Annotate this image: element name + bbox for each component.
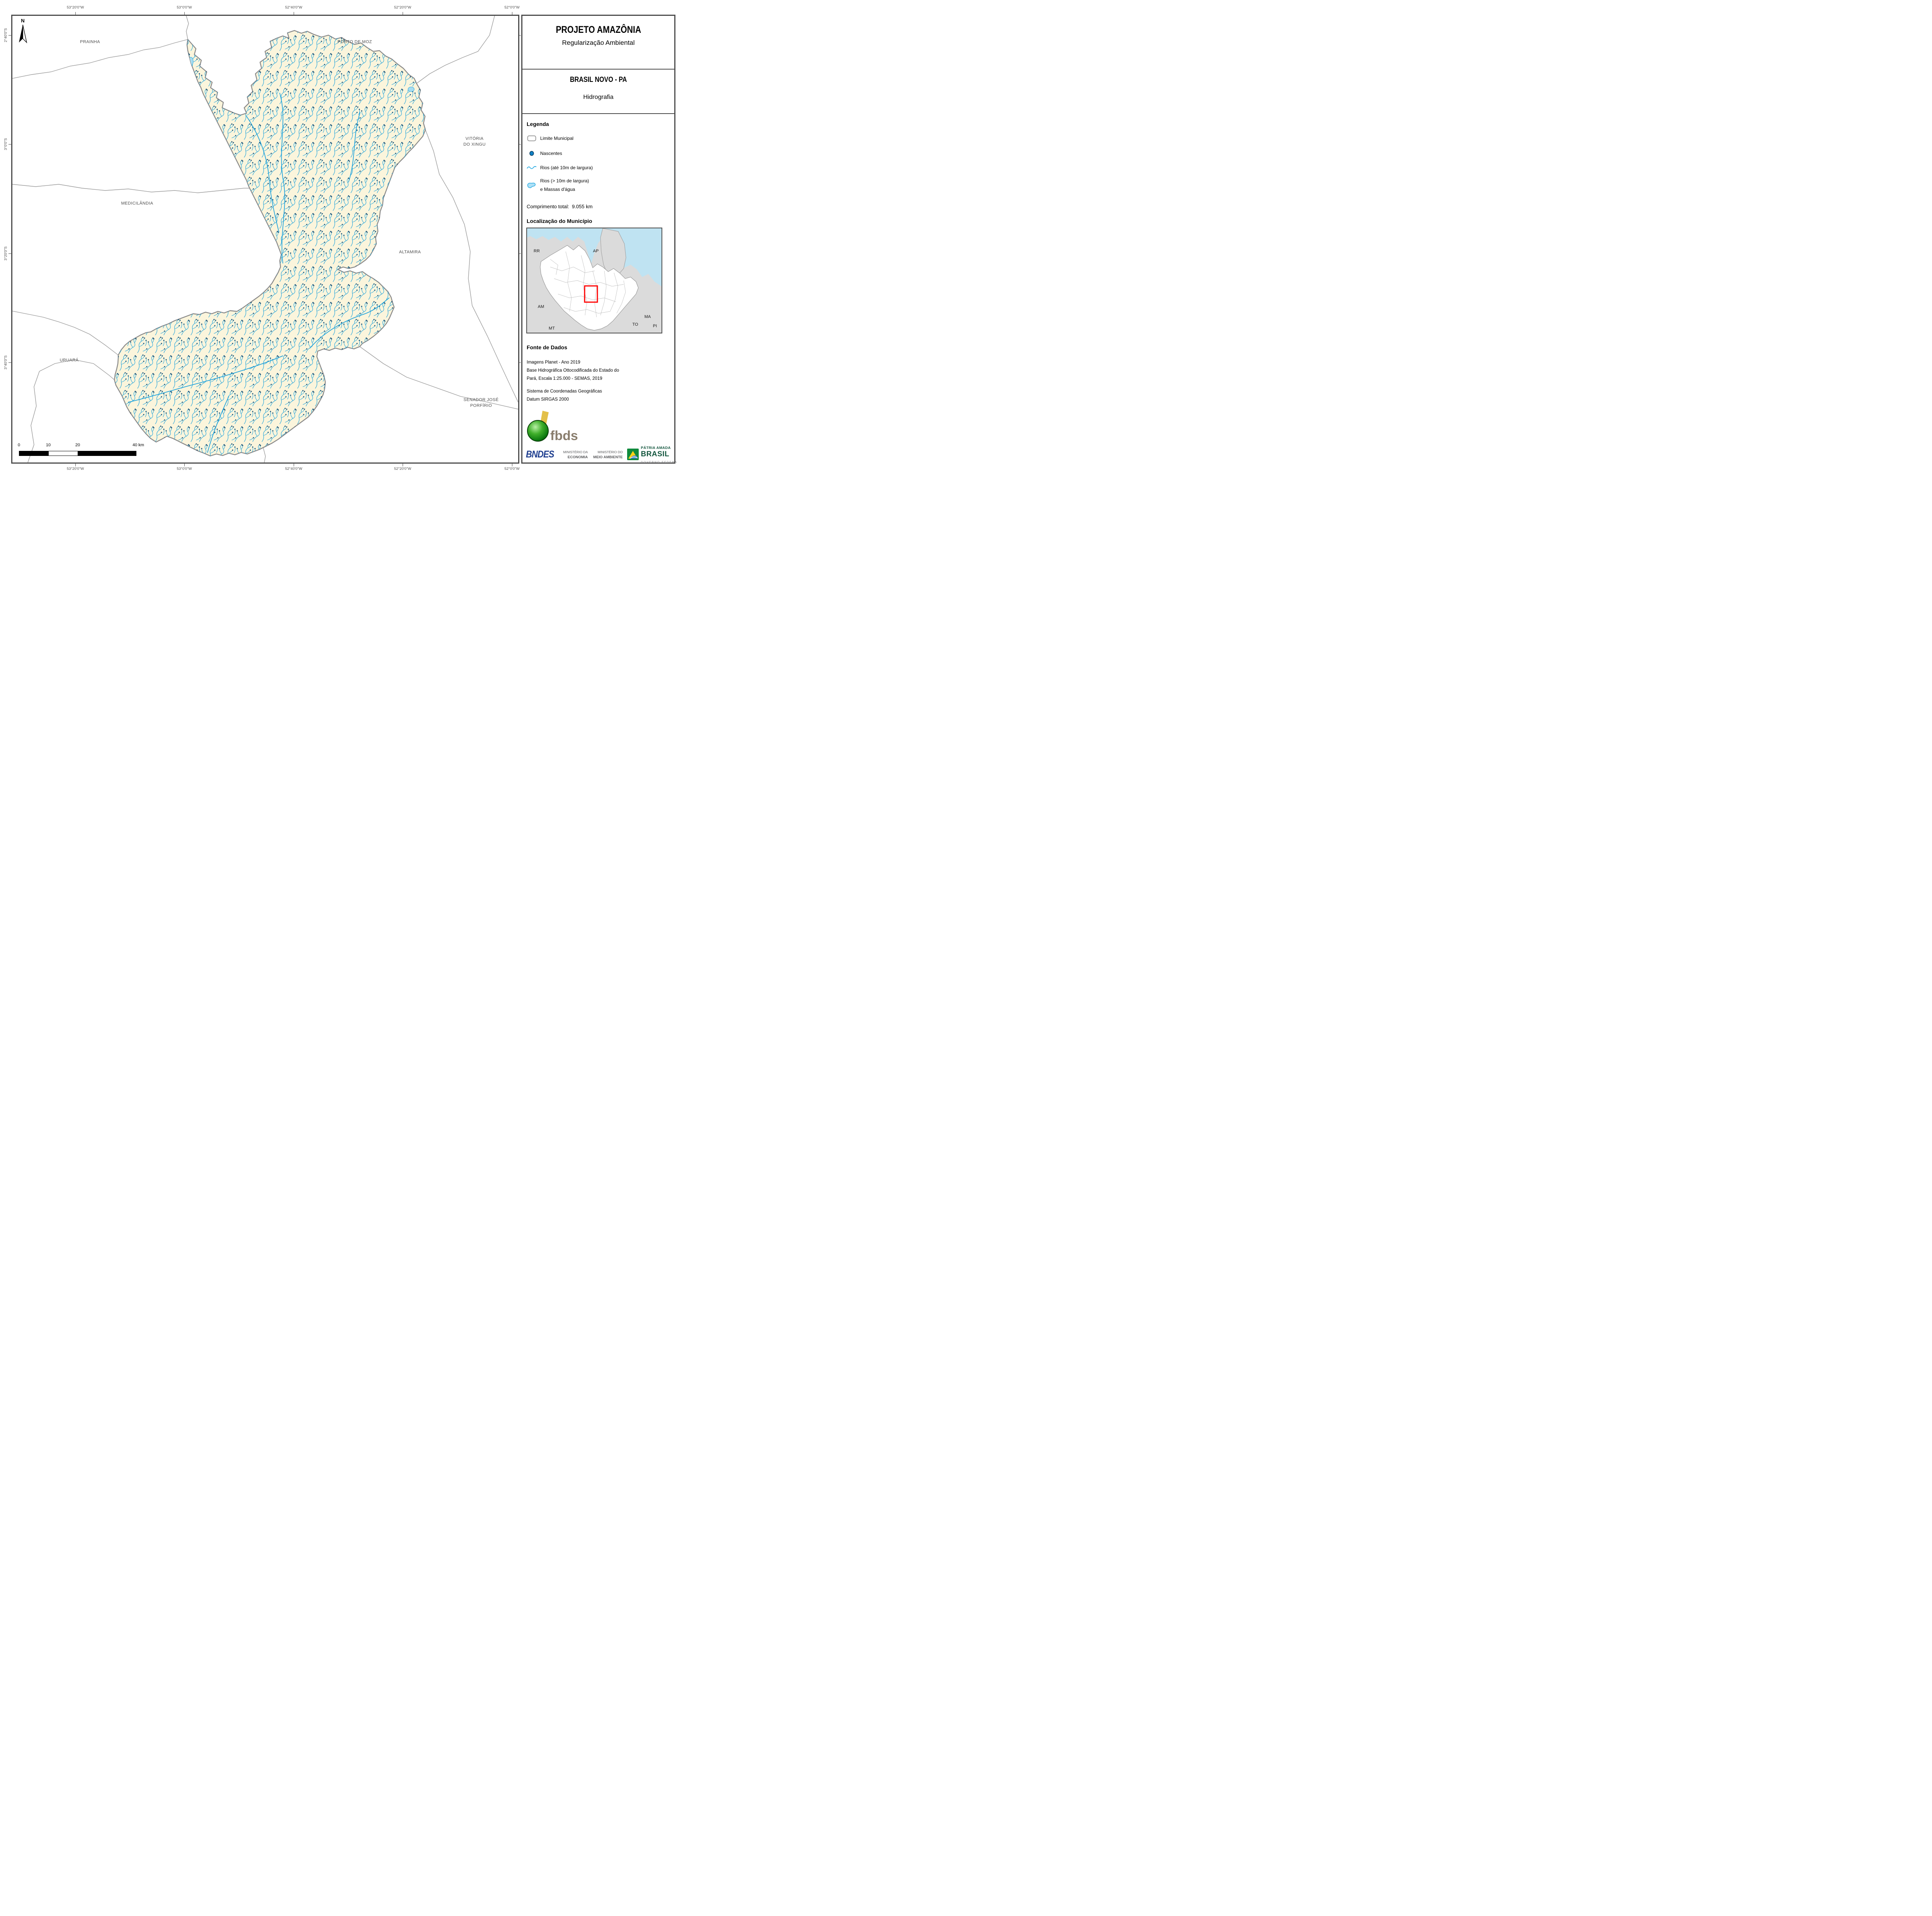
inset-para-state xyxy=(540,245,639,331)
legend-title: Legenda xyxy=(527,121,549,127)
project-title: PROJETO AMAZÔNIA xyxy=(556,24,641,35)
scale-label-40km: 40 km xyxy=(133,443,144,447)
latitude-label: 2°40'0"S xyxy=(3,28,8,43)
water-body-icon xyxy=(527,180,537,190)
place-label-altamira: ALTAMIRA xyxy=(399,250,421,255)
inset-state-am: AM xyxy=(538,304,544,309)
longitude-label-top: 52°40'0"W xyxy=(285,5,303,10)
legend-item-rios-10m: Rios (até 10m de largura) xyxy=(527,165,671,170)
total-length: Comprimento total: 9.055 km xyxy=(527,204,593,209)
longitude-label-top: 52°20'0"W xyxy=(394,5,412,10)
longitude-label-top: 53°20'0"W xyxy=(66,5,84,10)
legend-item-rios-massas: Rios (> 10m de largura) e Massas d'água xyxy=(527,177,671,194)
municipality-title: BRASIL NOVO - PA xyxy=(570,76,627,84)
north-arrow: N xyxy=(16,18,29,46)
inset-ocean xyxy=(527,228,662,286)
north-label: N xyxy=(21,18,25,24)
total-length-value: 9.055 km xyxy=(572,204,593,209)
legend-item-limite: Limite Municipal xyxy=(527,135,671,141)
scale-bar xyxy=(19,451,136,456)
longitude-label-bottom: 53°0'0"W xyxy=(177,467,192,471)
data-source-title: Fonte de Dados xyxy=(527,344,568,350)
inset-state-pi: PI xyxy=(653,324,657,328)
longitude-label-bottom: 52°40'0"W xyxy=(285,467,303,471)
government-logos-row: BNDES MINISTÉRIO DA ECONOMIA MINISTÉRIO … xyxy=(526,446,678,464)
hydrography-network xyxy=(114,31,425,456)
fundo-amazonia-logo: FUNDO AMAZÔNIA xyxy=(607,411,660,432)
inset-state-rr: RR xyxy=(534,249,540,253)
municipal-limit-swatch-icon xyxy=(527,135,537,141)
place-label-uruara: URUARÁ xyxy=(60,358,79,363)
data-source-block-2: Sistema de Coordenadas Geográficas Datum… xyxy=(527,389,602,402)
ministerio-economia: MINISTÉRIO DA ECONOMIA xyxy=(563,450,588,459)
place-label-prainha: PRAINHA xyxy=(80,39,100,44)
bndes-wordmark: BNDES xyxy=(526,449,554,460)
legend-item-nascentes: Nascentes xyxy=(527,150,671,156)
place-label-medicilandia: MEDICILÂNDIA xyxy=(121,201,153,206)
latitude-label: 3°40'0"S xyxy=(3,355,8,370)
fbds-sphere-icon xyxy=(527,420,549,442)
river-line-icon xyxy=(527,165,537,170)
map-theme-title: Hidrografia xyxy=(583,94,614,100)
fbds-wordmark: fbds xyxy=(550,428,578,443)
panel-divider xyxy=(522,69,674,70)
scale-label-10: 10 xyxy=(46,443,51,447)
inset-state-ap: AP xyxy=(593,249,599,253)
longitude-label-bottom: 53°20'0"W xyxy=(66,467,84,471)
inset-municipal-mesh xyxy=(550,251,626,318)
latitude-label: 3°0'0"S xyxy=(3,138,8,150)
longitude-label-bottom: 52°0'0"W xyxy=(504,467,520,471)
project-subtitle: Regularização Ambiental xyxy=(562,39,635,46)
brasil-flag-icon xyxy=(627,449,639,460)
inset-state-to: TO xyxy=(632,322,638,327)
governo-federal-logo: PÁTRIA AMADA BRASIL GOVERNO FEDERAL xyxy=(627,444,678,464)
place-label-vitoria-do-xingu: VITÓRIA DO XINGU xyxy=(463,136,486,147)
map-layout-page: PRAINHA PORTO DE MOZ VITÓRIA DO XINGU MED… xyxy=(0,0,678,479)
title-panel: PROJETO AMAZÔNIA Regularização Ambiental… xyxy=(521,15,678,464)
inset-locator-box xyxy=(584,285,598,303)
location-title: Localização do Município xyxy=(527,218,592,224)
map-canvas[interactable] xyxy=(12,16,518,462)
place-label-porto-de-moz: PORTO DE MOZ xyxy=(337,39,372,44)
fbds-logo: fbds xyxy=(526,411,588,444)
latitude-label: 3°20'0"S xyxy=(3,246,8,261)
scale-label-0: 0 xyxy=(17,443,20,447)
neighbor-boundaries xyxy=(12,16,518,462)
panel-divider xyxy=(522,113,674,114)
place-label-senador-jose-porfirio: SENADOR JOSÉ PORFÍRIO xyxy=(463,398,499,408)
scale-label-20: 20 xyxy=(75,443,80,447)
longitude-label-top: 53°0'0"W xyxy=(177,5,192,10)
inset-state-mt: MT xyxy=(549,326,555,331)
spring-dot-icon xyxy=(527,150,537,156)
longitude-label-bottom: 52°20'0"W xyxy=(394,467,412,471)
longitude-label-top: 52°0'0"W xyxy=(504,5,520,10)
locator-inset-map[interactable]: RR AP AM MA TO PI MT xyxy=(526,228,662,333)
ministerio-meio-ambiente: MINISTÉRIO DO MEIO AMBIENTE xyxy=(593,450,623,459)
north-arrow-icon xyxy=(19,24,27,44)
data-source-block-1: Imagens Planet - Ano 2019 Base Hidrográf… xyxy=(527,360,619,381)
inset-state-ma: MA xyxy=(645,315,651,319)
